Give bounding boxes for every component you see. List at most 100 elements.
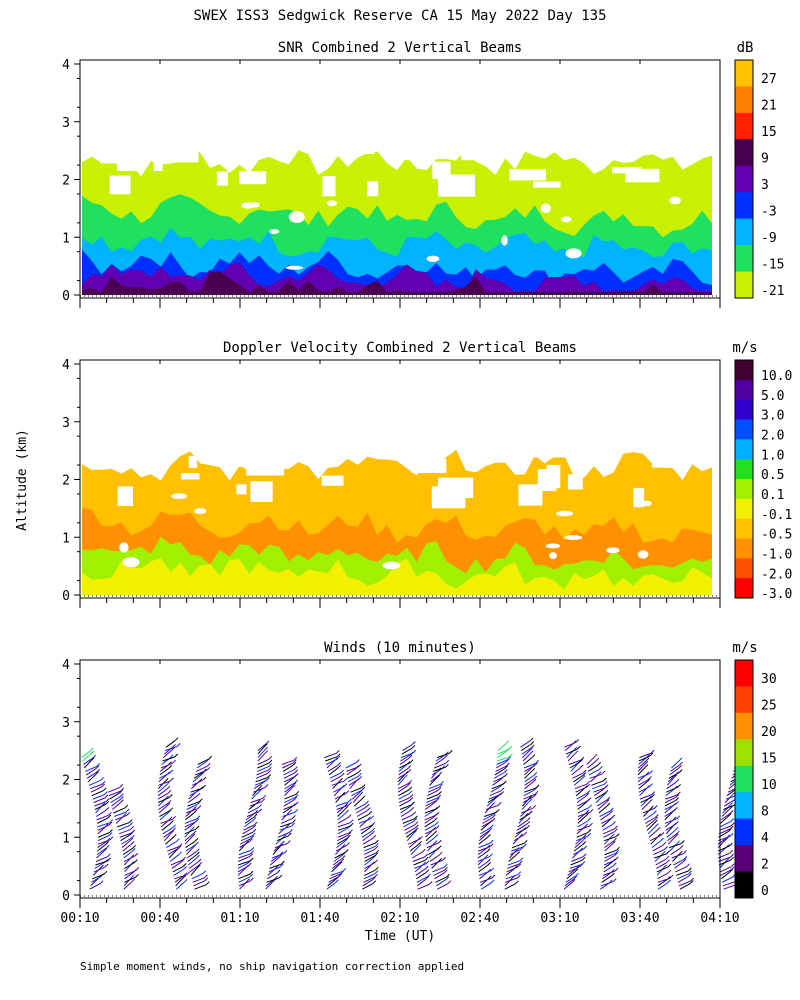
wind-barb: [257, 749, 266, 758]
wind-barb-flag: [581, 856, 586, 861]
wind-barb: [90, 786, 102, 793]
wind-barb-flag: [518, 860, 523, 865]
doppler-colorbar-swatch: [735, 419, 753, 440]
wind-barb: [240, 835, 253, 842]
wind-barb: [573, 778, 583, 786]
wind-barb: [664, 803, 676, 810]
wind-barb-flag: [587, 829, 592, 833]
wind-barb: [119, 832, 132, 838]
wind-barb: [574, 840, 583, 848]
wind-barb-flag: [410, 807, 415, 811]
snr-data-hole: [326, 200, 337, 207]
wind-barb-flag: [372, 880, 377, 885]
wind-barb: [159, 772, 171, 779]
wind-barb: [398, 771, 409, 779]
doppler-data-gap: [487, 434, 525, 447]
wind-barb-flag: [677, 783, 681, 788]
wind-barb: [397, 774, 406, 783]
wind-barb-flag: [407, 765, 412, 769]
wind-barb: [496, 759, 509, 765]
wind-barb-flag: [612, 878, 617, 882]
winds-colorbar-swatch: [735, 660, 753, 687]
wind-barb: [427, 786, 440, 793]
wind-barb-flag: [338, 873, 343, 877]
wind-barb-flag: [674, 807, 678, 811]
wind-barb: [642, 807, 655, 814]
wind-barb: [187, 795, 198, 804]
wind-barb-flag: [502, 780, 507, 785]
wind-barb: [174, 875, 185, 883]
wind-barb-flag: [131, 829, 136, 834]
wind-barb-flag: [170, 829, 175, 834]
wind-barb: [252, 787, 260, 797]
wind-barb: [356, 810, 368, 817]
wind-barb-flag: [530, 744, 535, 749]
wind-barb: [247, 807, 259, 814]
wind-barb-flag: [443, 754, 448, 759]
wind-barb: [478, 833, 488, 842]
wind-barb: [517, 820, 528, 828]
wind-barb: [193, 771, 204, 779]
wind-barb: [416, 876, 428, 883]
wind-barb-flag: [443, 869, 448, 874]
wind-barb: [185, 844, 196, 852]
doppler-colorbar-swatch: [735, 459, 753, 480]
wind-barb-flag: [665, 855, 670, 860]
wind-barb: [424, 809, 435, 817]
doppler-y-tick-label: 1: [62, 531, 70, 546]
wind-barb: [657, 872, 669, 880]
wind-barb: [515, 827, 527, 835]
wind-barb-flag: [444, 866, 448, 871]
wind-barb-flag: [374, 873, 378, 878]
wind-barb-flag: [283, 850, 288, 854]
wind-barb-flag: [648, 799, 653, 803]
wind-barb: [333, 786, 345, 793]
snr-colorbar-label: 3: [761, 178, 769, 193]
wind-barb-flag: [675, 797, 679, 801]
wind-barb-flag: [573, 875, 578, 880]
wind-barb: [406, 832, 415, 842]
wind-barb: [284, 776, 296, 783]
doppler-data-hole: [119, 542, 129, 553]
wind-barb: [664, 800, 676, 807]
wind-barb: [577, 811, 591, 817]
wind-barb: [565, 748, 578, 755]
wind-barb-flag: [195, 825, 200, 830]
winds-x-tick-label: 00:40: [140, 911, 179, 926]
wind-barb: [257, 746, 265, 755]
wind-barb: [254, 780, 267, 786]
wind-barb-flag: [487, 834, 491, 838]
wind-barb-flag: [615, 849, 620, 854]
wind-barb-flag: [288, 809, 293, 814]
wind-barb: [720, 816, 729, 824]
wind-barb: [666, 830, 676, 838]
snr-x-ticks: [79, 60, 721, 308]
wind-barb: [404, 824, 416, 831]
wind-barb-flag: [603, 780, 608, 785]
wind-barb-flag: [585, 792, 590, 797]
wind-barb: [480, 823, 490, 831]
wind-barb: [433, 869, 445, 876]
wind-barb: [523, 762, 536, 769]
wind-barb: [424, 808, 438, 814]
wind-barb: [123, 851, 133, 859]
snr-data-hole: [561, 216, 572, 223]
wind-barb-flag: [375, 839, 379, 844]
wind-barb-flag: [414, 824, 419, 829]
wind-barb: [242, 827, 253, 835]
wind-barb: [124, 862, 135, 869]
wind-barb-flag: [487, 862, 491, 866]
wind-barb: [405, 830, 416, 838]
wind-barb: [123, 855, 136, 862]
wind-barb-flag: [526, 817, 531, 821]
winds-colorbar-unit: m/s: [732, 640, 757, 656]
doppler-y-tick-label: 3: [62, 416, 70, 431]
wind-barb: [602, 871, 612, 880]
doppler-colorbar-swatch: [735, 578, 753, 599]
wind-barb-flag: [530, 741, 535, 745]
wind-barb: [602, 828, 615, 835]
wind-barb: [569, 863, 583, 869]
wind-barb-flag: [584, 823, 589, 828]
wind-barb-flag: [677, 791, 681, 796]
wind-barb: [85, 766, 97, 772]
